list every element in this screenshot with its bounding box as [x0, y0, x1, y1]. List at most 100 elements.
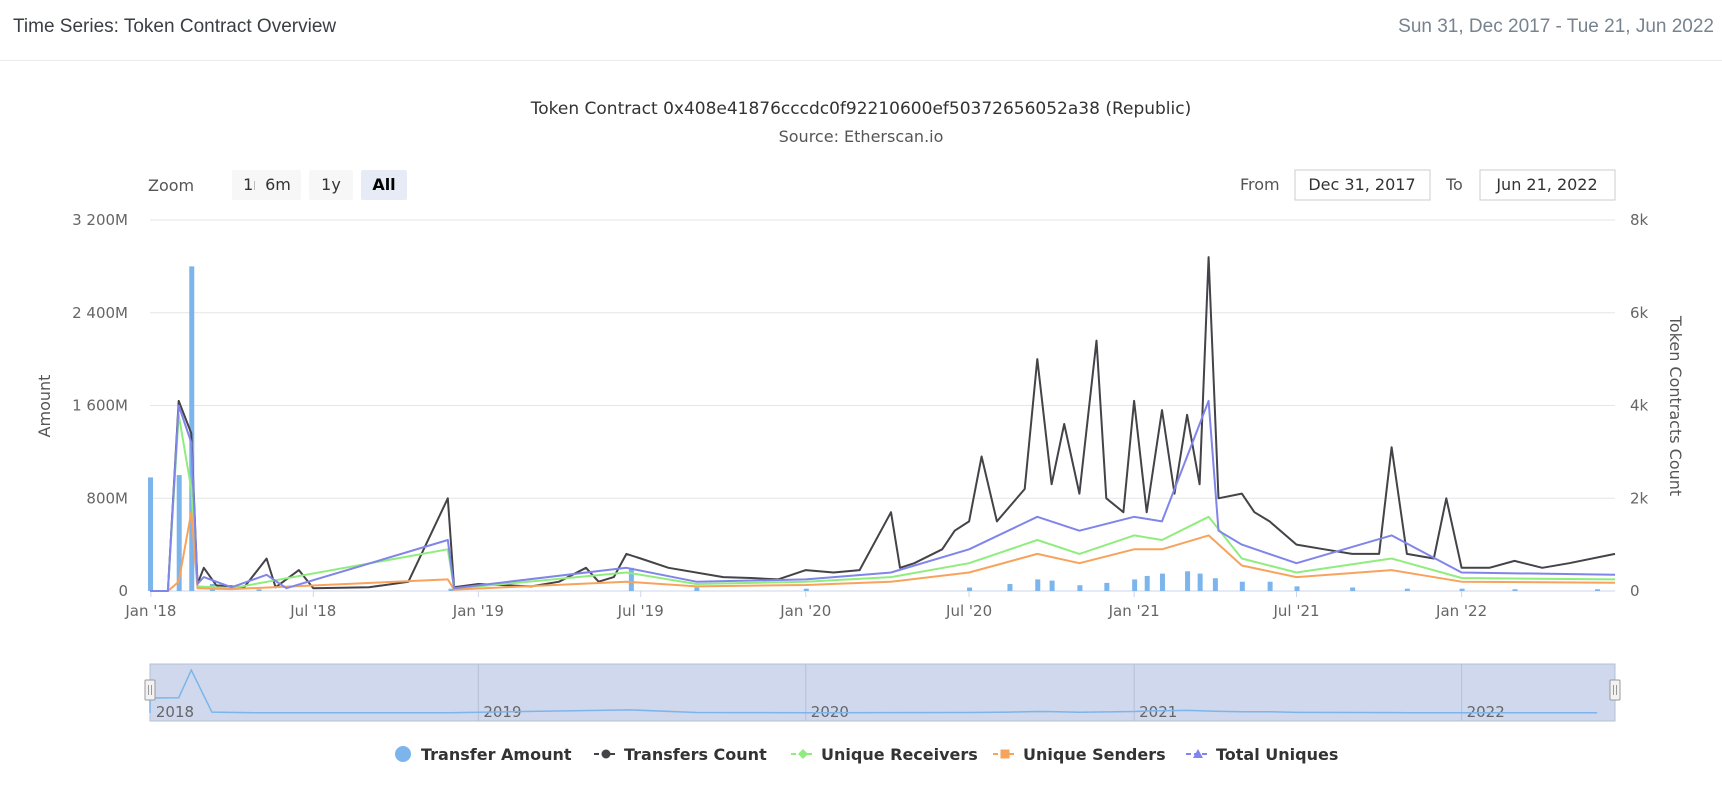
from-date-input[interactable]: Dec 31, 2017	[1294, 169, 1431, 201]
transfer-amount-bar	[628, 567, 634, 591]
legend-item-transfers-count[interactable]: Transfers Count	[594, 745, 767, 764]
legend-item-transfer-amount[interactable]: Transfer Amount	[395, 745, 572, 764]
page-header: Time Series: Token Contract Overview Sun…	[0, 0, 1722, 61]
transfer-amount-bar	[448, 588, 454, 591]
transfer-amount-bar	[1512, 589, 1518, 591]
x-tick-label: Jul '21	[1272, 602, 1319, 620]
transfer-amount-bar	[803, 588, 809, 591]
legend-label: Transfers Count	[624, 745, 767, 764]
page-title: Time Series: Token Contract Overview	[13, 16, 337, 37]
to-label: To	[1445, 175, 1463, 194]
transfers-count-line	[150, 256, 1616, 592]
transfer-amount-bar	[1239, 581, 1245, 591]
series-total-uniques	[150, 399, 1616, 592]
legend-item-unique-senders[interactable]: Unique Senders	[993, 745, 1166, 764]
date-range: Sun 31, Dec 2017 - Tue 21, Jun 2022	[1398, 16, 1714, 37]
zoom-buttons: 1m6m1yAll	[232, 170, 407, 200]
zoom-label: Zoom	[148, 176, 194, 195]
zoom-button-all[interactable]: All	[361, 170, 407, 200]
svg-text:1y: 1y	[321, 175, 341, 194]
x-tick-label: Jul '19	[617, 602, 664, 620]
series-transfer-amount	[148, 266, 1601, 591]
transfer-amount-bar	[256, 589, 262, 591]
transfer-amount-bar	[1294, 586, 1300, 591]
y-left-tick-label: 3 200M	[72, 211, 128, 229]
x-tick-label: Jul '20	[945, 602, 992, 620]
svg-text:6m: 6m	[265, 175, 291, 194]
unique-receivers-line	[150, 413, 1616, 592]
y-right-axis-title: Token Contracts Count	[1666, 315, 1685, 496]
unique-senders-line	[150, 511, 1616, 592]
transfer-amount-bar	[1595, 589, 1601, 591]
transfer-amount-bar	[1185, 571, 1191, 591]
legend-item-total-uniques[interactable]: Total Uniques	[1186, 745, 1338, 764]
legend-label: Transfer Amount	[421, 745, 572, 764]
transfer-amount-bar	[176, 475, 182, 591]
transfer-amount-bar	[1132, 579, 1138, 591]
transfer-amount-bar	[1159, 573, 1165, 591]
navigator-year-label: 2021	[1139, 703, 1177, 721]
x-tick-label: Jan '22	[1435, 602, 1487, 620]
transfer-amount-bar	[1350, 587, 1356, 591]
transfer-amount-bar	[1035, 579, 1041, 591]
transfer-amount-bar	[1144, 575, 1150, 591]
chart-title: Token Contract 0x408e41876cccdc0f9221060…	[530, 99, 1191, 119]
navigator-handle-right[interactable]	[1609, 679, 1621, 701]
transfer-amount-bar	[189, 266, 195, 591]
plot-area	[148, 256, 1616, 592]
navigator-year-label: 2018	[156, 703, 194, 721]
zoom-button-6m[interactable]: 6m	[255, 170, 301, 200]
y-right-axis: 0 2k 4k 6k 8k	[1630, 211, 1649, 600]
series-unique-senders	[150, 511, 1616, 592]
navigator-window[interactable]	[149, 663, 1616, 722]
x-tick-label: Jan '19	[452, 602, 504, 620]
chart-subtitle: Source: Etherscan.io	[779, 127, 944, 146]
to-date-input[interactable]: Jun 21, 2022	[1479, 169, 1616, 201]
from-date-value: Dec 31, 2017	[1308, 175, 1415, 194]
series-unique-receivers	[150, 413, 1616, 592]
to-date-value: Jun 21, 2022	[1495, 175, 1597, 194]
y-left-axis: 0 800M 1 600M 2 400M 3 200M	[72, 211, 128, 600]
y-left-tick-label: 2 400M	[72, 304, 128, 322]
y-left-tick-label: 1 600M	[72, 397, 128, 415]
total-uniques-line	[150, 399, 1616, 592]
x-tick-label: Jan '21	[1108, 602, 1160, 620]
y-left-tick-label: 0	[118, 582, 128, 600]
series-transfers-count	[150, 256, 1616, 592]
y-right-tick-label: 8k	[1630, 211, 1649, 229]
legend-label: Unique Senders	[1023, 745, 1166, 764]
legend-marker	[601, 749, 611, 759]
y-right-tick-label: 4k	[1630, 397, 1649, 415]
transfer-amount-bar	[1197, 573, 1203, 591]
navigator[interactable]: 2018 2019 2020 2021 2022	[144, 663, 1621, 722]
legend-marker	[1193, 749, 1203, 758]
navigator-series	[149, 668, 1598, 714]
transfer-amount-bar	[1212, 578, 1218, 591]
legend-label: Total Uniques	[1216, 745, 1338, 764]
grid	[150, 219, 1615, 592]
x-tick-label: Jan '18	[124, 602, 176, 620]
x-axis: Jan '18 Jul '18 Jan '19 Jul '19 Jan '20 Jul '…	[124, 591, 1487, 620]
svg-text:All: All	[372, 175, 395, 194]
transfer-amount-bar	[694, 587, 700, 591]
legend-label: Unique Receivers	[821, 745, 978, 764]
y-right-tick-label: 2k	[1630, 489, 1649, 507]
legend-item-unique-receivers[interactable]: Unique Receivers	[791, 745, 978, 764]
transfer-amount-bar	[148, 477, 153, 591]
transfer-amount-bar	[1459, 588, 1465, 591]
transfer-amount-bar	[1007, 584, 1013, 591]
navigator-handle-left[interactable]	[144, 679, 156, 701]
transfer-amount-bar	[1404, 588, 1410, 591]
legend-marker	[1000, 749, 1010, 759]
y-right-tick-label: 0	[1630, 582, 1640, 600]
transfer-amount-bar	[1049, 580, 1055, 591]
legend-marker	[395, 746, 411, 762]
transfer-amount-bar	[1267, 581, 1273, 591]
transfer-amount-bar	[1104, 582, 1110, 591]
zoom-button-1y[interactable]: 1y	[309, 170, 353, 200]
y-left-tick-label: 800M	[86, 489, 128, 507]
legend: Transfer Amount Transfers Count Unique Rec…	[395, 745, 1338, 764]
transfer-amount-bar	[1077, 585, 1083, 591]
transfer-amount-bar	[967, 587, 973, 591]
